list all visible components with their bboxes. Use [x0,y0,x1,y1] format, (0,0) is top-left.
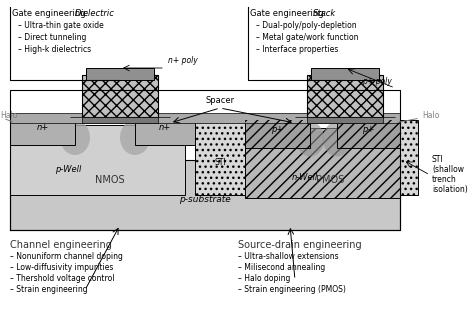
Bar [400,120,418,195]
Text: p-substrate: p-substrate [179,195,231,205]
Text: Gate engineering:: Gate engineering: [12,9,91,18]
Text: Stack: Stack [313,9,336,18]
Ellipse shape [296,121,324,156]
Text: – Milisecond annealing: – Milisecond annealing [238,263,325,272]
Ellipse shape [120,120,150,155]
Text: Halo: Halo [422,112,439,120]
Text: Source-drain engineering: Source-drain engineering [238,240,362,250]
Bar [245,128,400,198]
Text: p+: p+ [362,124,374,134]
Bar [307,75,383,117]
Bar [82,75,158,117]
Text: isolation): isolation) [432,185,468,194]
Bar [82,117,158,123]
Text: n+ poly: n+ poly [168,56,198,65]
Bar [10,120,75,145]
Text: – Halo doping: – Halo doping [238,274,291,283]
Text: trench: trench [432,175,457,184]
Text: – Nonuniform channel doping: – Nonuniform channel doping [10,252,123,261]
Bar [135,120,195,145]
Bar [400,120,418,195]
Text: – Metal gate/work function: – Metal gate/work function [256,33,358,42]
Bar [10,113,400,123]
Bar [245,120,310,148]
Text: p+ poly: p+ poly [362,77,392,86]
Text: Spacer: Spacer [205,96,235,105]
Bar [337,120,400,148]
Text: Gate engineering:: Gate engineering: [250,9,329,18]
Text: p+: p+ [271,124,283,134]
Bar [337,120,400,148]
Text: – High-k dielectrics: – High-k dielectrics [18,45,91,54]
Text: Channel engineering: Channel engineering [10,240,112,250]
Text: p-Well: p-Well [55,166,82,175]
Text: STI: STI [432,155,444,164]
Text: – Thershold voltage control: – Thershold voltage control [10,274,115,283]
Bar [245,128,400,198]
Text: – Interface properties: – Interface properties [256,45,338,54]
Text: – Ultra-thin gate oxide: – Ultra-thin gate oxide [18,21,104,30]
Bar [245,120,310,148]
Text: Halo: Halo [0,112,18,120]
Bar [307,117,383,123]
Bar [10,160,400,230]
Bar [195,120,245,195]
Ellipse shape [60,120,90,155]
Text: PMOS: PMOS [316,175,344,185]
Bar [82,75,158,117]
Bar [86,68,154,80]
Text: – Dual-poly/poly-depletion: – Dual-poly/poly-depletion [256,21,356,30]
Text: (shallow: (shallow [432,165,464,174]
Ellipse shape [323,121,351,156]
Text: Dielectric: Dielectric [75,9,115,18]
Text: n+: n+ [36,123,49,133]
Bar [10,125,185,195]
Text: STI: STI [214,158,226,167]
Text: – Strain engineering: – Strain engineering [10,285,88,294]
Text: NMOS: NMOS [95,175,125,185]
Text: n+: n+ [159,123,171,133]
Text: – Low-diffusivity impurities: – Low-diffusivity impurities [10,263,113,272]
Bar [195,120,245,195]
Bar [311,68,379,80]
Text: – Direct tunneling: – Direct tunneling [18,33,86,42]
Text: n-Well: n-Well [292,174,318,182]
Text: – Ultra-shallow extensions: – Ultra-shallow extensions [238,252,338,261]
Text: – Strain engineering (PMOS): – Strain engineering (PMOS) [238,285,346,294]
Bar [10,160,400,230]
Bar [307,75,383,117]
